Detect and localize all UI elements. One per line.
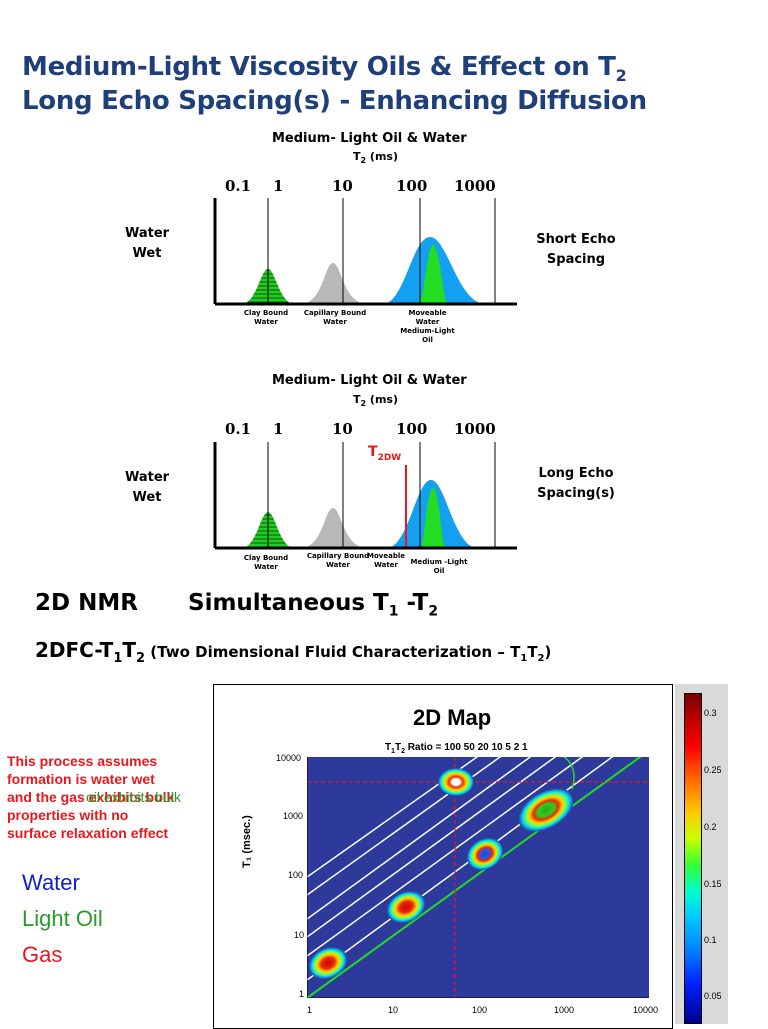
panel2-peak-move-label: Moveable Water	[367, 552, 405, 569]
panel2-left-label: Water Wet	[124, 470, 170, 505]
panel2-tick-1000: 1000	[454, 420, 496, 438]
panel1-tick-1000: 1000	[454, 177, 496, 195]
map-xtick-10000: 10000	[633, 1005, 659, 1015]
t2dw-label: T2DW	[368, 444, 402, 463]
colorbar-tick-0.1: 0.1	[704, 935, 717, 945]
map-title: 2D Map	[413, 705, 492, 730]
map-xtick-10: 10	[388, 1005, 399, 1015]
panel1-peak-cap-label: Capillary Bound Water	[303, 309, 367, 326]
map-ytick-1: 1	[299, 989, 305, 999]
assumption-note: This process assumes formation is water …	[7, 753, 175, 841]
map-xtick-100: 100	[472, 1005, 488, 1015]
map-ytick-1000: 1000	[283, 811, 304, 821]
panel2-tick-100: 100	[396, 420, 428, 438]
heading-2dfc: 2DFC-T1T2 (Two Dimensional Fluid Charact…	[35, 638, 552, 666]
panel1-peak-clay-label: Clay Bound Water	[243, 309, 289, 326]
capillary-bound-peak	[303, 508, 365, 548]
water-peak	[466, 837, 504, 871]
medium-light-oil-peak	[421, 488, 445, 548]
panel1-left-label: Water Wet	[124, 226, 170, 261]
panel2-tick-10: 10	[332, 420, 353, 438]
page-title-line1: Medium-Light Viscosity Oils & Effect on …	[22, 52, 627, 86]
map-ytick-10: 10	[294, 930, 305, 940]
page-title-line2: Long Echo Spacing(s) - Enhancing Diffusi…	[22, 86, 647, 116]
map-ylabel: T₁ (msec.)	[241, 815, 253, 868]
panel2-peak-oil-label: Medium -Light Oil	[410, 558, 468, 575]
colorbar-tick-0.2: 0.2	[704, 822, 717, 832]
gas-peak-3	[438, 768, 474, 796]
medium-light-oil-peak	[419, 245, 447, 304]
legend-water: Water	[22, 870, 80, 895]
panel2-right-label: Long Echo Spacing(s)	[537, 466, 615, 501]
heading-simultaneous: Simultaneous T1 -T2	[188, 590, 439, 620]
colorbar-tick-0.3: 0.3	[704, 708, 717, 718]
ratio-1-line	[307, 757, 642, 998]
gas-peak-1	[308, 946, 348, 980]
map-xtick-1000: 1000	[554, 1005, 575, 1015]
panel2-tick-1: 1	[273, 420, 284, 438]
panel1-tick-1: 1	[273, 177, 284, 195]
colorbar-tick-0.15: 0.15	[704, 879, 722, 889]
panel2-peak-clay-label: Clay Bound Water	[243, 554, 289, 571]
heading-2d-nmr: 2D NMR	[35, 590, 138, 616]
panel2-distribution-plot	[213, 442, 517, 550]
legend-gas: Gas	[22, 942, 63, 967]
panel2-tick-0.1: 0.1	[225, 420, 252, 438]
panel2-peak-cap-label: Capillary Bound Water	[306, 552, 370, 569]
legend-light-oil: Light Oil	[22, 906, 103, 931]
panel1-tick-0.1: 0.1	[225, 177, 252, 195]
t1-t2-map	[307, 757, 649, 998]
colorbar-tick-0.05: 0.05	[704, 991, 722, 1001]
map-xtick-1: 1	[307, 1005, 313, 1015]
map-ytick-100: 100	[288, 870, 304, 880]
panel1-unit: T2 (ms)	[353, 150, 398, 166]
panel1-tick-10: 10	[332, 177, 353, 195]
panel1-distribution-plot	[213, 198, 517, 306]
panel1-tick-100: 100	[396, 177, 428, 195]
light-oil-peak	[518, 788, 574, 832]
map-ytick-10000: 10000	[276, 753, 302, 763]
ratio-label: T1T2 Ratio = 100 50 20 10 5 2 1	[385, 742, 528, 755]
panel1-peak-move-label: Moveable Water Medium-Light Oil	[400, 309, 455, 344]
panel1-right-label: Short Echo Spacing	[536, 232, 616, 267]
panel1-caption: Medium- Light Oil & Water	[272, 131, 467, 146]
panel2-caption: Medium- Light Oil & Water	[272, 373, 467, 388]
gas-peak-2	[386, 890, 426, 924]
assumption-note-overlap: oil exhibits bulk	[86, 789, 181, 805]
colorbar-gradient	[684, 693, 702, 1024]
capillary-bound-peak	[303, 263, 365, 304]
panel2-unit: T2 (ms)	[353, 393, 398, 409]
colorbar-tick-0.25: 0.25	[704, 765, 722, 775]
